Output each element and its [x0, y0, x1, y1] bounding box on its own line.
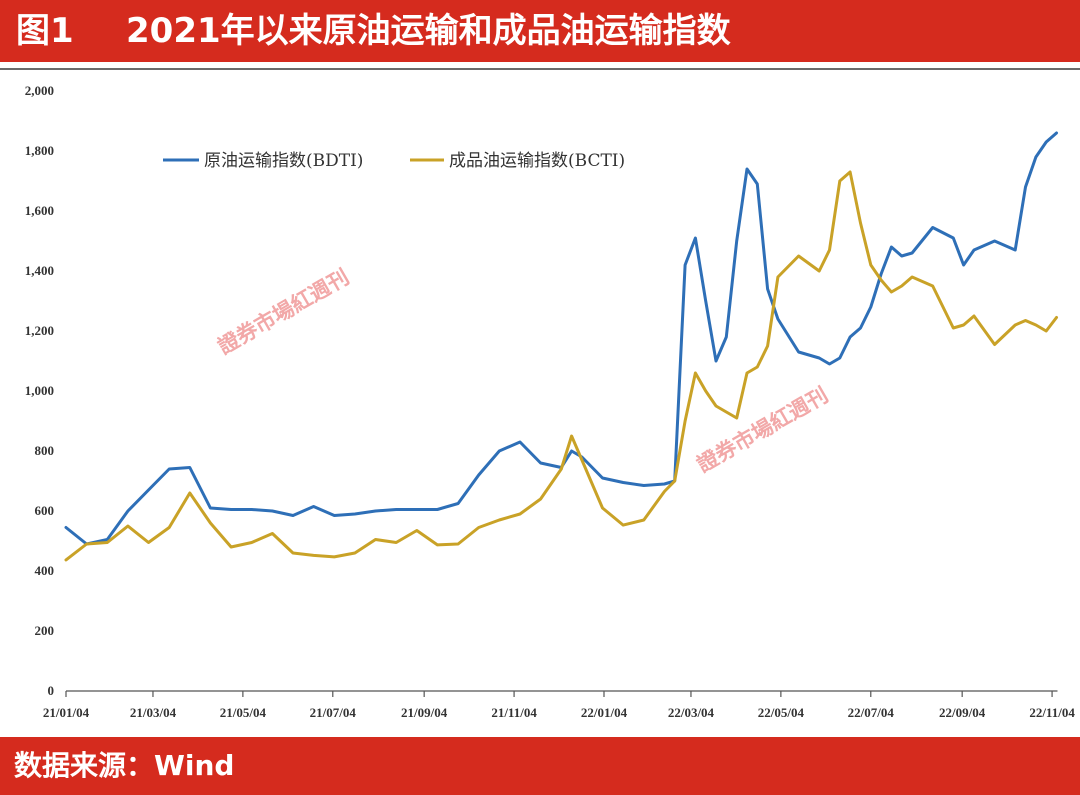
- header-bar: 图1 2021年以来原油运输和成品油运输指数: [0, 0, 1080, 62]
- x-tick-label: 22/07/04: [848, 705, 895, 720]
- legend-label-bcti: 成品油运输指数(BCTI): [449, 151, 625, 171]
- chart-title: 2021年以来原油运输和成品油运输指数: [126, 11, 731, 51]
- header-divider: [0, 68, 1080, 70]
- watermark-logo-left: 證券市場紅週刊: [214, 265, 353, 359]
- y-tick-label: 1,800: [25, 143, 54, 158]
- x-tick-label: 22/03/04: [668, 705, 715, 720]
- legend-item-bdti: 原油运输指数(BDTI): [163, 151, 363, 171]
- y-tick-label: 1,600: [25, 203, 54, 218]
- y-tick-label: 1,200: [25, 323, 54, 338]
- x-tick-label: 22/05/04: [758, 705, 805, 720]
- series-lines: [64, 131, 1058, 562]
- series-line-bcti: [64, 170, 1058, 562]
- x-tick-label: 21/07/04: [310, 705, 357, 720]
- footer-bar: 数据来源：Wind: [0, 737, 1080, 795]
- y-tick-label: 800: [35, 443, 55, 458]
- legend-item-bcti: 成品油运输指数(BCTI): [410, 151, 625, 171]
- legend-label-bdti: 原油运输指数(BDTI): [204, 151, 363, 171]
- y-tick-label: 400: [35, 563, 55, 578]
- x-tick-label: 21/09/04: [401, 705, 448, 720]
- legend: 原油运输指数(BDTI) 成品油运输指数(BCTI): [163, 151, 625, 171]
- figure-number: 图1: [16, 11, 74, 51]
- y-axis: 0 200 400 600 800 1,000 1,200 1,400 1,600 1,800 2,…: [25, 83, 54, 698]
- y-tick-label: 0: [48, 683, 55, 698]
- y-tick-label: 600: [35, 503, 55, 518]
- y-tick-label: 2,000: [25, 83, 54, 98]
- y-tick-label: 1,400: [25, 263, 54, 278]
- x-tick-label: 22/11/04: [1029, 705, 1075, 720]
- x-tick-label: 21/03/04: [130, 705, 177, 720]
- x-tick-label: 21/11/04: [491, 705, 537, 720]
- watermark-logo-right: 證券市場紅週刊: [693, 383, 832, 477]
- x-axis: 21/01/04 21/03/04 21/05/04 21/07/04 21/09/04…: [43, 690, 1075, 720]
- x-tick-label: 21/05/04: [220, 705, 267, 720]
- x-tick-label: 22/01/04: [581, 705, 628, 720]
- x-tick-label: 21/01/04: [43, 705, 90, 720]
- data-source: 数据来源：Wind: [14, 749, 235, 782]
- y-tick-label: 200: [35, 623, 55, 638]
- y-tick-label: 1,000: [25, 383, 54, 398]
- x-tick-label: 22/09/04: [939, 705, 986, 720]
